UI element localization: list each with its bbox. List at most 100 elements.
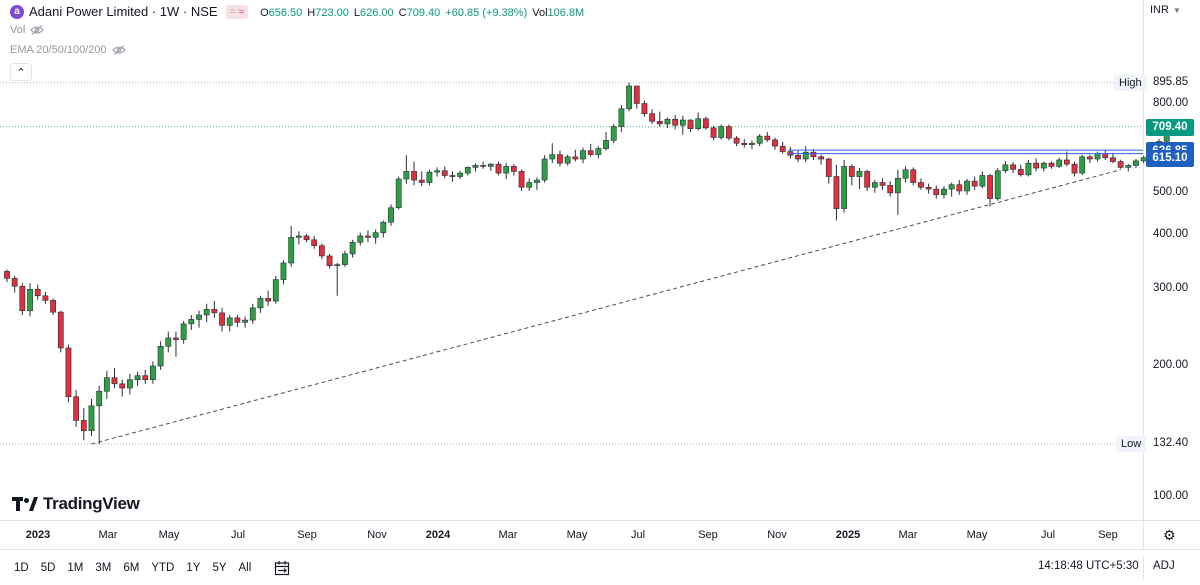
candle[interactable] [395,176,402,210]
candle[interactable] [388,204,394,226]
candle[interactable] [173,331,179,357]
candle[interactable] [242,316,248,328]
candle[interactable] [464,166,471,176]
candle[interactable] [326,253,333,269]
candle[interactable] [925,183,932,194]
candle[interactable] [802,146,809,163]
candle[interactable] [587,143,594,157]
symbol-logo[interactable]: a [10,4,24,19]
candle[interactable] [580,147,586,164]
candle[interactable] [196,310,202,328]
candle[interactable] [1110,152,1116,164]
candle[interactable] [219,307,225,332]
candle[interactable] [649,109,656,124]
candle[interactable] [1094,151,1101,162]
gear-icon[interactable]: ⚙ [1163,527,1176,543]
candle[interactable] [572,149,579,162]
candle[interactable] [772,137,778,150]
candle[interactable] [249,303,256,324]
calendar-icon[interactable] [274,560,290,576]
candle[interactable] [126,373,133,395]
candle[interactable] [226,314,233,332]
candle[interactable] [741,138,748,148]
candle[interactable] [726,124,732,141]
candle[interactable] [73,390,80,427]
candle[interactable] [42,291,49,304]
candle[interactable] [1010,162,1016,174]
candle[interactable] [733,136,740,147]
candle[interactable] [510,164,517,176]
candle[interactable] [272,275,279,304]
candle[interactable] [203,303,210,323]
candle[interactable] [257,295,264,313]
symbol-title[interactable]: Adani Power Limited · 1W · NSE [29,4,218,19]
candle[interactable] [749,140,755,150]
range-button-all[interactable]: All [238,561,252,574]
candle[interactable] [848,164,855,186]
candle[interactable] [1002,160,1009,174]
candle[interactable] [134,371,141,386]
candle[interactable] [357,232,364,246]
candle[interactable] [111,367,118,389]
tradingview-logo[interactable]: TradingView [12,494,140,514]
candle[interactable] [833,164,840,221]
candle[interactable] [687,119,694,132]
candle[interactable] [856,168,863,190]
candle[interactable] [34,284,41,300]
range-button-1y[interactable]: 1Y [186,561,201,574]
compare-badge[interactable]: = ≈ [225,4,249,19]
candle[interactable] [871,180,878,193]
candle[interactable] [756,134,763,147]
candle[interactable] [695,112,702,131]
candle[interactable] [549,143,556,164]
candle[interactable] [603,131,609,151]
adjust-toggle[interactable]: ADJ [1153,560,1175,572]
candle[interactable] [841,159,848,213]
candle[interactable] [779,141,786,154]
candle[interactable] [487,163,494,171]
candle[interactable] [349,239,356,258]
candle[interactable] [480,161,487,169]
candle[interactable] [679,115,686,135]
candle[interactable] [664,117,671,128]
candle[interactable] [365,230,371,243]
candle[interactable] [795,150,801,163]
candle[interactable] [825,157,832,184]
range-button-5d[interactable]: 5D [40,561,56,574]
candle[interactable] [211,301,218,318]
candle[interactable] [964,178,970,195]
candle[interactable] [672,114,679,130]
candle[interactable] [641,100,648,117]
candle[interactable] [1017,164,1024,177]
candle[interactable] [910,167,917,186]
candle[interactable] [787,146,794,159]
candle[interactable] [656,111,663,127]
candle[interactable] [894,169,901,215]
currency-selector[interactable]: INR ▼ [1150,4,1181,16]
candle[interactable] [449,171,456,182]
candle[interactable] [288,225,295,267]
candle[interactable] [534,177,540,190]
candle[interactable] [342,250,348,267]
candle[interactable] [1048,161,1055,169]
candle[interactable] [1056,157,1063,169]
range-button-1d[interactable]: 1D [14,561,29,574]
support-trendline[interactable] [91,169,1121,445]
range-button-3m[interactable]: 3M [95,561,112,574]
candle[interactable] [1086,154,1093,164]
candle[interactable] [1079,154,1086,175]
candle[interactable] [933,185,940,199]
candle[interactable] [503,163,510,179]
range-button-1m[interactable]: 1M [67,561,84,574]
timezone-clock[interactable]: 14:18:48 UTC+5:30 [1038,560,1139,572]
candle[interactable] [27,283,33,317]
candle[interactable] [979,171,986,189]
candle[interactable] [764,131,771,142]
candle[interactable] [50,298,56,315]
candle[interactable] [1125,164,1132,172]
range-button-6m[interactable]: 6M [123,561,140,574]
candle[interactable] [180,320,187,344]
candle[interactable] [318,243,325,260]
candle[interactable] [1025,159,1032,177]
candle[interactable] [864,169,871,191]
